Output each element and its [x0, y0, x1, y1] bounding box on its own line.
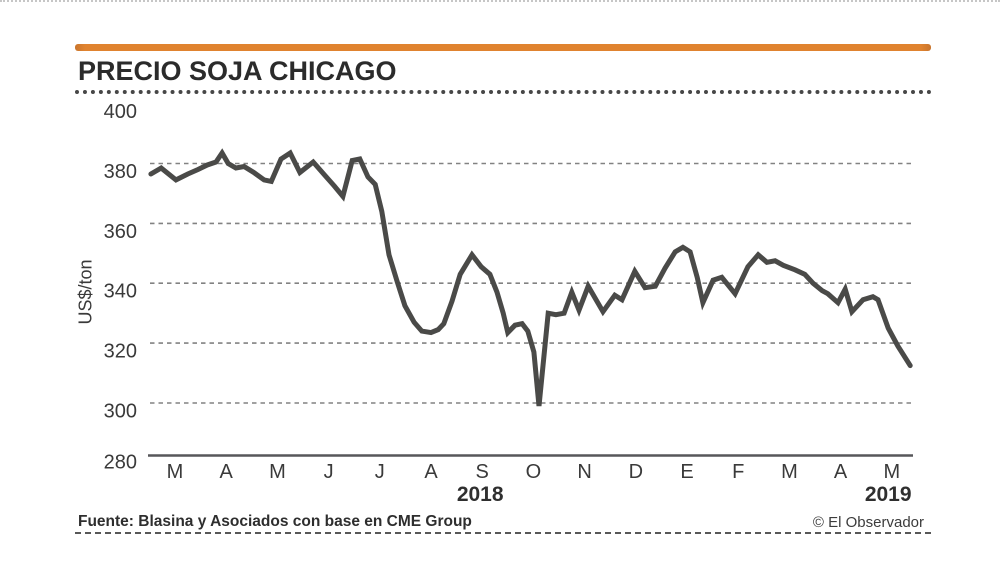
year-label-2019: 2019 — [865, 483, 912, 506]
x-tick-9: D — [629, 461, 643, 483]
x-tick-10: E — [680, 461, 693, 483]
x-tick-11: F — [732, 461, 744, 483]
title-dotted-rule — [75, 90, 932, 94]
x-tick-4: J — [375, 461, 385, 483]
x-tick-14: M — [883, 461, 900, 483]
y-tick-360: 360 — [104, 221, 137, 243]
x-tick-12: M — [781, 461, 798, 483]
x-tick-8: N — [577, 461, 591, 483]
price-line — [148, 148, 913, 407]
y-tick-400: 400 — [104, 101, 137, 123]
footer-dashed-rule — [75, 532, 931, 534]
accent-bar — [75, 44, 931, 51]
x-tick-6: S — [476, 461, 489, 483]
x-tick-13: A — [834, 461, 848, 483]
year-label-2018: 2018 — [457, 483, 504, 506]
x-tick-0: M — [167, 461, 184, 483]
x-tick-5: A — [424, 461, 438, 483]
y-tick-320: 320 — [104, 341, 137, 363]
x-tick-1: A — [220, 461, 234, 483]
chart-title: PRECIO SOJA CHICAGO — [78, 56, 397, 86]
source-note: Fuente: Blasina y Asociados con base en … — [78, 513, 472, 530]
x-tick-3: J — [324, 461, 334, 483]
y-tick-280: 280 — [104, 451, 137, 473]
y-tick-380: 380 — [104, 161, 137, 183]
top-dotted-rule — [0, 0, 1000, 2]
x-tick-2: M — [269, 461, 286, 483]
x-tick-7: O — [526, 461, 542, 483]
credit-note: © El Observador — [812, 514, 924, 531]
y-tick-300: 300 — [104, 401, 137, 423]
y-tick-340: 340 — [104, 281, 137, 303]
